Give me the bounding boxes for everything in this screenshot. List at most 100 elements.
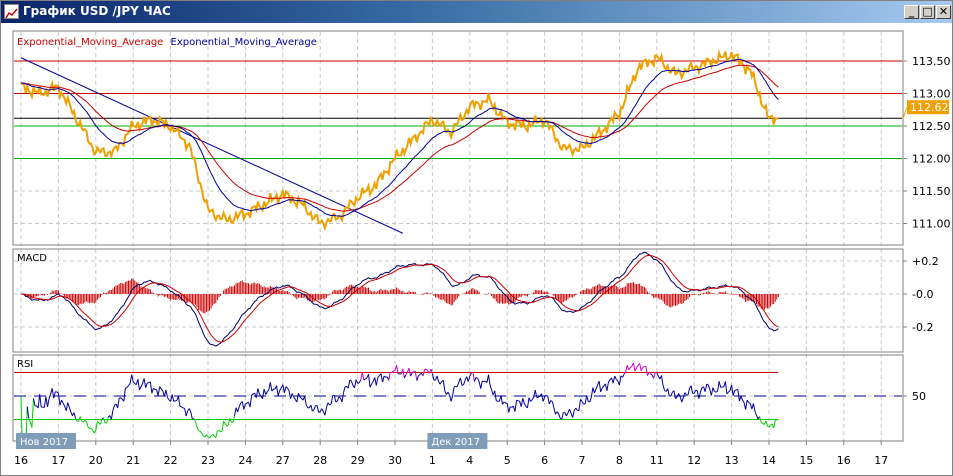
ema-red-line <box>20 64 779 212</box>
rsi-segment <box>731 384 734 396</box>
rsi-segment <box>251 393 254 396</box>
rsi-segment <box>99 418 103 425</box>
rsi-segment <box>590 387 594 398</box>
rsi-segment <box>140 383 143 387</box>
rsi-segment <box>752 403 756 412</box>
macd-axis-label: -0.0 <box>912 288 933 301</box>
rsi-segment <box>293 396 296 400</box>
rsi-segment <box>48 393 52 399</box>
maximize-button[interactable]: □ <box>920 5 935 19</box>
rsi-segment <box>120 397 123 400</box>
last-price-pointer <box>902 107 908 119</box>
rsi-segment <box>598 381 602 392</box>
rsi-segment <box>728 390 731 393</box>
rsi-segment <box>656 372 659 377</box>
legend-ema-red: Exponential_Moving_Average <box>17 37 163 48</box>
rsi-segment <box>59 400 62 406</box>
price-series <box>20 48 779 232</box>
rsi-segment <box>73 412 77 419</box>
rsi-segment <box>558 413 561 419</box>
rsi-segment <box>411 371 414 374</box>
rsi-segment <box>201 433 204 437</box>
rsi-segment <box>327 402 330 406</box>
rsi-segment <box>212 434 215 437</box>
date-label: 24 <box>238 454 252 467</box>
rsi-segment <box>589 396 592 403</box>
rsi-segment <box>32 398 36 407</box>
rsi-segment <box>662 385 666 391</box>
rsi-segment <box>422 369 426 376</box>
rsi-segment <box>290 393 293 400</box>
rsi-segment <box>690 385 694 394</box>
chart-app-icon <box>4 4 19 19</box>
rsi-segment <box>137 379 140 391</box>
rsi-segment <box>612 375 616 384</box>
rsi-segment <box>626 365 630 370</box>
close-button[interactable]: ✕ <box>936 5 951 19</box>
rsi-segment <box>177 396 181 407</box>
rsi-segment <box>660 375 664 386</box>
rsi-segment <box>704 383 708 392</box>
chart-area[interactable]: 16 17 20 21 22 23 24 27 28 29 30 1 4 5 6 7 8 11 12 13 14 15 16… <box>1 23 952 475</box>
rsi-segment <box>90 427 94 431</box>
rsi-segment <box>297 393 301 398</box>
rsi-segment <box>87 426 90 429</box>
minimize-button[interactable]: _ <box>904 5 919 19</box>
rsi-segment <box>653 372 656 379</box>
rsi-segment <box>550 400 553 403</box>
rsi-segment <box>377 375 380 379</box>
rsi-segment <box>547 396 550 405</box>
rsi-segment <box>578 399 581 411</box>
rsi-segment <box>742 399 745 403</box>
rsi-segment <box>586 395 589 402</box>
rsi-segment <box>449 394 452 402</box>
rsi-segment <box>85 421 89 428</box>
rsi-segment <box>81 420 84 423</box>
rsi-segment <box>223 420 226 424</box>
rsi-segment <box>508 406 511 413</box>
rsi-segment <box>391 370 394 374</box>
rsi-segment <box>363 378 366 381</box>
rsi-segment <box>61 399 64 404</box>
price-axis-label: 111.50 <box>912 185 951 198</box>
rsi-segment <box>209 435 212 439</box>
rsi-segment <box>748 402 751 404</box>
rsi-segment <box>740 396 743 401</box>
rsi-segment <box>614 375 617 380</box>
rsi-segment <box>695 389 698 392</box>
rsi-segment <box>712 387 715 392</box>
rsi-segment <box>419 372 422 375</box>
rsi-segment <box>528 397 532 402</box>
rsi-segment <box>439 381 443 385</box>
rsi-segment <box>475 377 478 379</box>
rsi-segment <box>593 388 597 394</box>
rsi-segment <box>632 362 636 372</box>
trend-line <box>20 57 404 234</box>
rsi-segment <box>282 384 285 393</box>
rsi-segment <box>639 363 642 371</box>
rsi-segment <box>477 378 480 382</box>
rsi-segment <box>112 405 115 411</box>
rsi-segment <box>538 395 541 398</box>
rsi-segment <box>645 366 648 376</box>
rsi-segment <box>53 391 56 399</box>
title-bar[interactable]: График USD /JPY ЧАС _ □ ✕ <box>1 1 952 23</box>
rsi-segment <box>132 381 136 384</box>
rsi-segment <box>39 394 42 408</box>
rsi-segment <box>715 390 718 393</box>
rsi-segment <box>480 380 483 389</box>
rsi-segment <box>456 381 460 387</box>
rsi-segment <box>580 399 583 402</box>
rsi-segment <box>503 401 506 404</box>
month-label-box <box>427 433 488 449</box>
rsi-segment <box>206 434 209 438</box>
rsi-segment <box>96 421 100 424</box>
rsi-segment <box>388 371 391 381</box>
rsi-segment <box>160 388 164 392</box>
rsi-segment <box>279 387 282 391</box>
rsi-segment <box>165 389 168 398</box>
rsi-segment <box>266 389 270 393</box>
date-label: 13 <box>725 454 739 467</box>
date-label: 12 <box>687 454 701 467</box>
rsi-segment <box>424 368 427 371</box>
